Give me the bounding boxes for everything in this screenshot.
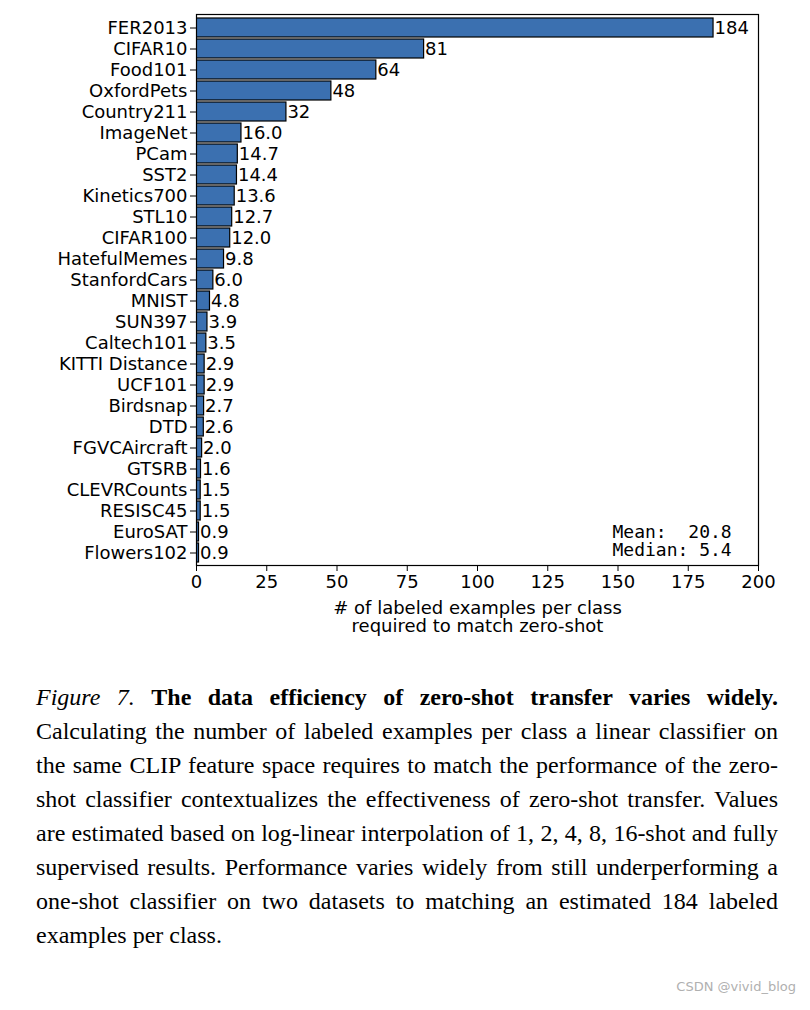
svg-text:2.6: 2.6 [205,416,234,437]
svg-text:HatefulMemes: HatefulMemes [57,248,187,269]
svg-text:Flowers102: Flowers102 [84,542,187,563]
svg-text:50: 50 [326,571,349,592]
svg-text:PCam: PCam [136,143,188,164]
svg-text:1.5: 1.5 [202,479,231,500]
svg-text:64: 64 [377,59,400,80]
svg-text:OxfordPets: OxfordPets [89,80,187,101]
svg-text:16.0: 16.0 [242,122,282,143]
svg-text:150: 150 [601,571,635,592]
svg-text:Caltech101: Caltech101 [85,332,187,353]
svg-text:0.9: 0.9 [200,521,229,542]
svg-text:3.9: 3.9 [208,311,237,332]
svg-text:12.7: 12.7 [233,206,273,227]
svg-text:SUN397: SUN397 [115,311,187,332]
svg-text:RESISC45: RESISC45 [100,500,188,521]
svg-text:125: 125 [531,571,565,592]
svg-text:KITTI Distance: KITTI Distance [59,353,188,374]
svg-text:StanfordCars: StanfordCars [70,269,187,290]
svg-text:81: 81 [425,38,448,59]
html-text:Figure 7.: Figure 7. [36,684,135,710]
svg-text:SST2: SST2 [142,164,187,185]
svg-text:32: 32 [287,101,310,122]
svg-text:2.9: 2.9 [206,353,235,374]
svg-text:GTSRB: GTSRB [127,458,188,479]
svg-text:Food101: Food101 [110,59,188,80]
svg-text:200: 200 [741,571,775,592]
svg-text:48: 48 [332,80,355,101]
svg-text:4.8: 4.8 [211,290,240,311]
svg-text:2.7: 2.7 [205,395,234,416]
svg-text:3.5: 3.5 [207,332,236,353]
svg-text:13.6: 13.6 [236,185,276,206]
html-text:Calculating the number of labe: Calculating the number of labeled exampl… [36,718,778,948]
svg-text:1.5: 1.5 [202,500,231,521]
svg-text:Kinetics700: Kinetics700 [83,185,188,206]
svg-text:14.7: 14.7 [239,143,279,164]
html-text:The data efficiency of zero-sh: The data efficiency of zero-shot transfe… [151,684,778,710]
svg-text:ImageNet: ImageNet [100,122,188,143]
svg-text:184: 184 [715,17,749,38]
svg-text:14.4: 14.4 [238,164,278,185]
svg-text:6.0: 6.0 [214,269,243,290]
svg-text:0.9: 0.9 [200,542,229,563]
svg-text:CIFAR10: CIFAR10 [113,38,187,59]
html-text:CSDN @vivid_blog: CSDN @vivid_blog [676,979,796,994]
svg-text:175: 175 [671,571,705,592]
svg-text:2.9: 2.9 [206,374,235,395]
svg-text:CIFAR100: CIFAR100 [102,227,188,248]
svg-text:0: 0 [191,571,202,592]
svg-text:9.8: 9.8 [225,248,254,269]
svg-text:25: 25 [255,571,278,592]
svg-text:STL10: STL10 [132,206,187,227]
svg-text:FGVCAircraft: FGVCAircraft [73,437,188,458]
svg-text:Birdsnap: Birdsnap [108,395,187,416]
svg-text:75: 75 [396,571,419,592]
svg-text:FER2013: FER2013 [107,17,187,38]
svg-text:UCF101: UCF101 [117,374,187,395]
svg-text:100: 100 [460,571,494,592]
svg-text:Mean: 20.8Median: 5.4: Mean: 20.8Median: 5.4 [613,521,732,560]
svg-text:Country211: Country211 [82,101,188,122]
svg-text:DTD: DTD [149,416,188,437]
svg-text:2.0: 2.0 [203,437,232,458]
svg-text:# of labeled examples per clas: # of labeled examples per classrequired … [333,597,622,636]
svg-text:CLEVRCounts: CLEVRCounts [67,479,188,500]
svg-text:MNIST: MNIST [131,290,189,311]
svg-text:12.0: 12.0 [231,227,271,248]
svg-text:1.6: 1.6 [202,458,231,479]
svg-text:EuroSAT: EuroSAT [113,521,188,542]
